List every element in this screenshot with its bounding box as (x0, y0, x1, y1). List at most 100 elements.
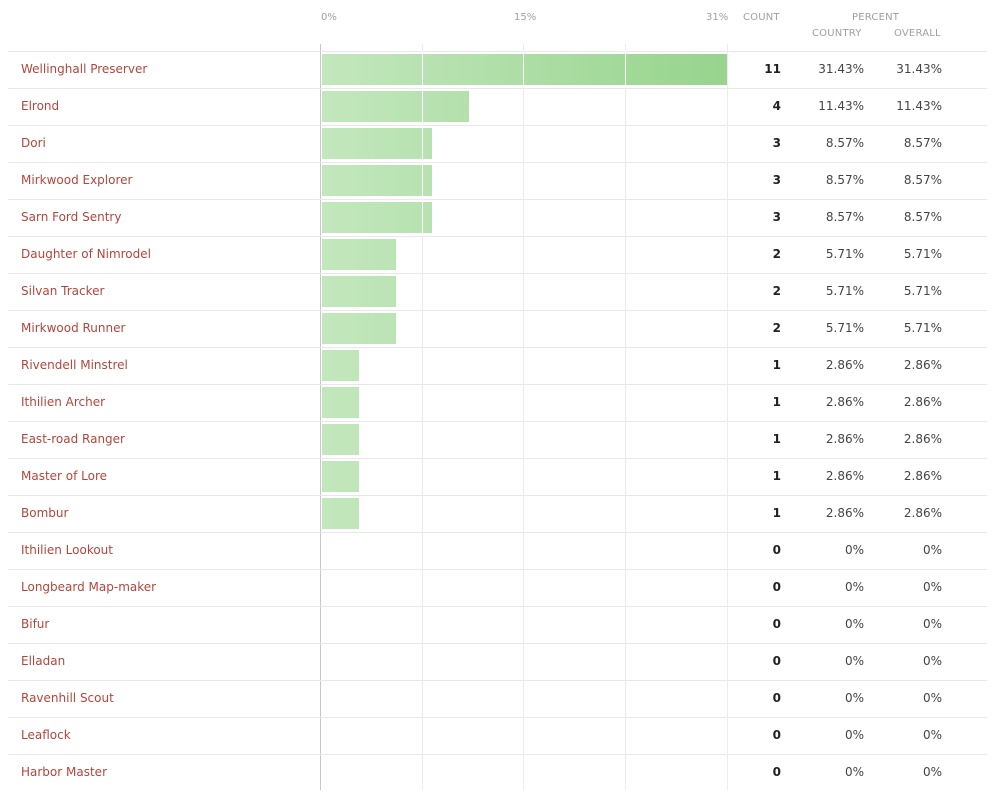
table-row: Ithilien Archer 1 2.86% 2.86% (0, 384, 998, 421)
row-percent-overall: 8.57% (903, 210, 942, 224)
percent-bar (322, 461, 359, 492)
row-name-link[interactable]: Daughter of Nimrodel (21, 247, 151, 261)
row-name-link[interactable]: Silvan Tracker (21, 284, 105, 298)
row-count: 3 (772, 136, 781, 150)
table-row: Silvan Tracker 2 5.71% 5.71% (0, 273, 998, 310)
row-count: 2 (772, 321, 781, 335)
row-percent-country: 8.57% (825, 173, 864, 187)
table-row: Bifur 0 0% 0% (0, 606, 998, 643)
row-count: 1 (772, 432, 781, 446)
percent-bar (322, 387, 359, 418)
count-column-header[interactable]: COUNT (743, 12, 780, 23)
percent-bar (322, 128, 432, 159)
row-divider (8, 606, 987, 607)
percent-column-header: PERCENT (852, 12, 900, 23)
axis-tick-15: 15% (514, 12, 537, 23)
percent-bar (322, 202, 432, 233)
row-count: 0 (772, 765, 781, 779)
row-percent-overall: 31.43% (896, 62, 942, 76)
row-divider (8, 421, 987, 422)
row-percent-overall: 0% (922, 728, 942, 742)
row-percent-country: 8.57% (825, 210, 864, 224)
row-name-link[interactable]: Wellinghall Preserver (21, 62, 148, 76)
table-row: East-road Ranger 1 2.86% 2.86% (0, 421, 998, 458)
row-name-link[interactable]: Rivendell Minstrel (21, 358, 128, 372)
table-row: Longbeard Map-maker 0 0% 0% (0, 569, 998, 606)
chart-axis-line (320, 44, 321, 790)
row-name-link[interactable]: Sarn Ford Sentry (21, 210, 122, 224)
row-name-link[interactable]: Longbeard Map-maker (21, 580, 157, 594)
row-name-link[interactable]: Elladan (21, 654, 66, 668)
row-percent-country: 0% (844, 654, 864, 668)
row-percent-overall: 2.86% (903, 395, 942, 409)
row-percent-overall: 0% (922, 617, 942, 631)
row-divider (8, 199, 987, 200)
gridline-over-bar (625, 51, 626, 88)
row-percent-country: 8.57% (825, 136, 864, 150)
row-percent-overall: 8.57% (903, 136, 942, 150)
row-percent-country: 5.71% (825, 321, 864, 335)
row-name-link[interactable]: Mirkwood Runner (21, 321, 126, 335)
row-percent-overall: 0% (922, 543, 942, 557)
row-percent-overall: 2.86% (903, 432, 942, 446)
gridline-over-bar (422, 51, 423, 236)
percent-bar (322, 498, 359, 529)
gridline-over-bar (523, 51, 524, 88)
row-name-link[interactable]: East-road Ranger (21, 432, 125, 446)
row-count: 0 (772, 617, 781, 631)
table-row: Rivendell Minstrel 1 2.86% 2.86% (0, 347, 998, 384)
row-percent-country: 0% (844, 543, 864, 557)
row-percent-overall: 0% (922, 654, 942, 668)
row-name-link[interactable]: Leaflock (21, 728, 71, 742)
row-name-link[interactable]: Ithilien Archer (21, 395, 106, 409)
percent-bar (322, 54, 727, 85)
row-divider (8, 162, 987, 163)
row-percent-overall: 5.71% (903, 284, 942, 298)
row-name-link[interactable]: Bifur (21, 617, 50, 631)
row-name-link[interactable]: Bombur (21, 506, 69, 520)
row-percent-overall: 5.71% (903, 247, 942, 261)
row-percent-country: 2.86% (825, 506, 864, 520)
gridline (727, 44, 728, 790)
row-percent-country: 5.71% (825, 247, 864, 261)
row-divider (8, 754, 987, 755)
row-divider (8, 569, 987, 570)
row-percent-country: 0% (844, 580, 864, 594)
table-row: Ravenhill Scout 0 0% 0% (0, 680, 998, 717)
row-count: 0 (772, 654, 781, 668)
percent-bar (322, 165, 432, 196)
row-count: 3 (772, 210, 781, 224)
row-divider (8, 51, 987, 52)
row-divider (8, 88, 987, 89)
row-count: 0 (772, 728, 781, 742)
row-name-link[interactable]: Elrond (21, 99, 60, 113)
row-name-link[interactable]: Mirkwood Explorer (21, 173, 133, 187)
row-name-link[interactable]: Dori (21, 136, 46, 150)
row-count: 1 (772, 358, 781, 372)
row-percent-country: 31.43% (818, 62, 864, 76)
row-divider (8, 347, 987, 348)
row-divider (8, 643, 987, 644)
row-count: 1 (772, 506, 781, 520)
row-percent-overall: 11.43% (896, 99, 942, 113)
table-header: 0% 15% 31% COUNT PERCENT COUNTRY OVERALL (0, 0, 998, 51)
row-divider (8, 680, 987, 681)
row-divider (8, 384, 987, 385)
row-count: 2 (772, 284, 781, 298)
row-count: 4 (772, 99, 781, 113)
country-column-header[interactable]: COUNTRY (812, 28, 862, 39)
row-name-link[interactable]: Ithilien Lookout (21, 543, 113, 557)
row-percent-overall: 2.86% (903, 506, 942, 520)
row-name-link[interactable]: Harbor Master (21, 765, 107, 779)
table-row: Leaflock 0 0% 0% (0, 717, 998, 754)
row-name-link[interactable]: Ravenhill Scout (21, 691, 114, 705)
row-count: 1 (772, 469, 781, 483)
row-divider (8, 125, 987, 126)
row-name-link[interactable]: Master of Lore (21, 469, 108, 483)
row-percent-overall: 5.71% (903, 321, 942, 335)
table-row: Sarn Ford Sentry 3 8.57% 8.57% (0, 199, 998, 236)
row-divider (8, 458, 987, 459)
axis-tick-31: 31% (706, 12, 729, 23)
overall-column-header[interactable]: OVERALL (894, 28, 941, 39)
row-percent-overall: 8.57% (903, 173, 942, 187)
